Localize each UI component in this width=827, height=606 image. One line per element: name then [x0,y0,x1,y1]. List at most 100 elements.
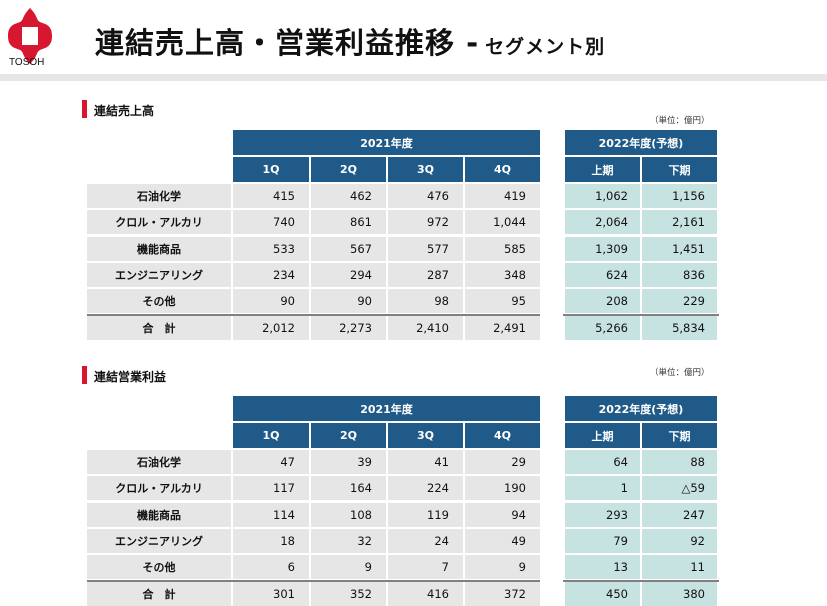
value-cell: 24 [388,529,463,553]
forecast-cell: 380 [642,582,717,606]
row-label: クロル・アルカリ [87,210,231,234]
value-cell: 2,491 [465,316,540,340]
forecast-cell: 1,309 [565,237,640,261]
value-cell: 861 [311,210,386,234]
forecast-cell: 13 [565,555,640,579]
quarter-header: 2Q [311,157,386,182]
value-cell: 164 [311,476,386,500]
forecast-cell: 5,834 [642,316,717,340]
year-header: 2021年度 [233,396,540,421]
value-cell: 2,410 [388,316,463,340]
value-cell: 190 [465,476,540,500]
forecast-cell: 2,064 [565,210,640,234]
value-cell: 294 [311,263,386,287]
value-cell: 119 [388,503,463,527]
value-cell: 90 [311,289,386,313]
value-cell: 95 [465,289,540,313]
value-cell: 2,273 [311,316,386,340]
row-label: その他 [87,289,231,313]
quarter-header: 3Q [388,423,463,448]
value-cell: 234 [233,263,309,287]
value-cell: 9 [311,555,386,579]
row-label: 石油化学 [87,450,231,474]
total-rule-left [87,314,540,316]
header-divider [0,74,827,81]
value-cell: 6 [233,555,309,579]
value-cell: 9 [465,555,540,579]
value-cell: 7 [388,555,463,579]
forecast-cell: 293 [565,503,640,527]
row-label: 機能商品 [87,237,231,261]
half-header: 下期 [642,423,717,448]
forecast-cell: 624 [565,263,640,287]
forecast-cell: 5,266 [565,316,640,340]
page-title: 連結売上高・営業利益推移 - セグメント別 [95,20,605,62]
value-cell: 108 [311,503,386,527]
total-rule-left [87,580,540,582]
quarter-header: 1Q [233,423,309,448]
quarter-header: 4Q [465,423,540,448]
forecast-cell: 92 [642,529,717,553]
value-cell: 972 [388,210,463,234]
brand-name: TOSOH [9,57,45,68]
forecast-cell: 247 [642,503,717,527]
forecast-cell: 1,156 [642,184,717,208]
value-cell: 533 [233,237,309,261]
value-cell: 352 [311,582,386,606]
half-header: 上期 [565,157,640,182]
value-cell: 416 [388,582,463,606]
value-cell: 224 [388,476,463,500]
forecast-cell: 450 [565,582,640,606]
value-cell: 577 [388,237,463,261]
value-cell: 18 [233,529,309,553]
forecast-header: 2022年度(予想) [565,396,717,421]
value-cell: 372 [465,582,540,606]
value-cell: 585 [465,237,540,261]
forecast-cell: 1 [565,476,640,500]
forecast-cell: 88 [642,450,717,474]
value-cell: 39 [311,450,386,474]
value-cell: 32 [311,529,386,553]
quarter-header: 1Q [233,157,309,182]
quarter-header: 2Q [311,423,386,448]
value-cell: 29 [465,450,540,474]
forecast-cell: △59 [642,476,717,500]
row-label: エンジニアリング [87,529,231,553]
total-rule-right [563,314,719,316]
value-cell: 287 [388,263,463,287]
tosoh-logo [8,8,52,64]
title-sub: セグメント別 [485,36,606,58]
value-cell: 117 [233,476,309,500]
value-cell: 462 [311,184,386,208]
row-label: 機能商品 [87,503,231,527]
value-cell: 476 [388,184,463,208]
value-cell: 740 [233,210,309,234]
value-cell: 94 [465,503,540,527]
value-cell: 98 [388,289,463,313]
title-main: 連結売上高・営業利益推移 - [95,26,480,60]
forecast-header: 2022年度(予想) [565,130,717,155]
year-header: 2021年度 [233,130,540,155]
value-cell: 301 [233,582,309,606]
value-cell: 41 [388,450,463,474]
forecast-cell: 229 [642,289,717,313]
half-header: 下期 [642,157,717,182]
forecast-cell: 2,161 [642,210,717,234]
forecast-cell: 1,451 [642,237,717,261]
value-cell: 2,012 [233,316,309,340]
forecast-cell: 64 [565,450,640,474]
total-rule-right [563,580,719,582]
row-label: 石油化学 [87,184,231,208]
row-label: その他 [87,555,231,579]
forecast-cell: 79 [565,529,640,553]
row-label: クロル・アルカリ [87,476,231,500]
value-cell: 348 [465,263,540,287]
half-header: 上期 [565,423,640,448]
value-cell: 1,044 [465,210,540,234]
forecast-cell: 208 [565,289,640,313]
forecast-cell: 1,062 [565,184,640,208]
unit-label: （単位：億円） [650,368,710,378]
unit-label: （単位：億円） [650,116,710,126]
value-cell: 419 [465,184,540,208]
quarter-header: 4Q [465,157,540,182]
